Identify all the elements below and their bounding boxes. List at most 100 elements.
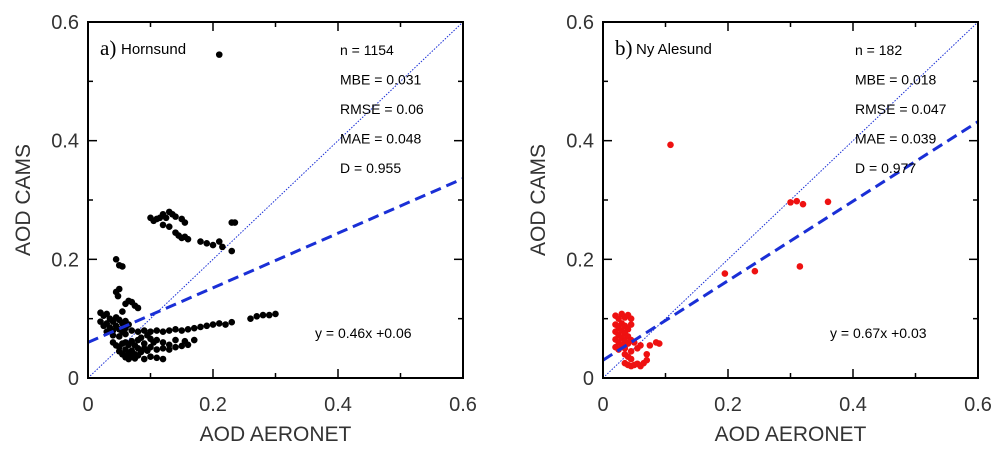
panel-a-y-tick-label: 0.6 [51,12,79,34]
panel-b-point [643,350,651,358]
panel-b-y-tick-label: 0.2 [566,249,594,271]
panel-a-point [147,343,154,351]
panel-a-point [159,345,167,352]
panel-b-stat-line: D = 0.977 [855,160,916,176]
panel-a-stat-line: MAE = 0.048 [340,131,422,147]
panel-a-stat-line: RMSE = 0.06 [340,101,424,117]
panel-a-point [140,340,148,347]
panel-a-point [228,247,236,255]
panel-a-point [172,326,179,333]
panel-a-point [134,328,142,336]
panel-a-stat-line: MBE = 0.031 [340,72,422,88]
panel-a-point [253,312,261,320]
panel-a-point [165,223,173,230]
panel-b-point [799,200,807,208]
panel-b-panel-label: b) [615,36,633,60]
panel-a-point [172,343,179,351]
panel-a-point [247,315,254,322]
panel-a-point [178,342,186,350]
panel-b-point [637,342,644,349]
panel-a-point [122,330,129,338]
panel-b-x-tick-label: 0.4 [839,394,867,416]
panel-a-point [140,327,148,334]
panel-a-stat-line: D = 0.955 [340,160,401,176]
panel-b-point [721,270,729,277]
panel-a-point [184,341,192,349]
panel-a-point [147,353,154,360]
panel-a-point [140,355,148,363]
panel-b-x-tick-label: 0.2 [714,394,742,416]
panel-a-point [165,346,173,353]
panel-a-point [197,238,204,245]
panel-a-point [265,311,273,319]
panel-a-point [112,256,120,263]
panel-a-point [115,333,123,340]
panel-a-point [165,341,173,349]
panel-a-x-tick-label: 0.6 [449,394,477,416]
panel-b-site-name: Ny Alesund [636,41,712,58]
panel-a-point [119,263,126,270]
panel-b-point [655,340,663,347]
panel-b-points [612,141,832,370]
panel-b-y-tick-label: 0.4 [566,131,594,153]
panel-a-regression-line [88,177,463,344]
panel-b-stat-line: RMSE = 0.047 [855,101,947,117]
panel-a-stat-line: n = 1154 [340,42,394,58]
panel-b-x-tick-label: 0.6 [964,394,992,416]
panel-b-y-tick-label: 0 [583,368,594,390]
panel-a-point [184,235,192,243]
panel-a-point [159,339,167,346]
panel-a-point [197,323,204,331]
panel-a-point [103,310,111,318]
panel-b-x-tick-label: 0 [597,394,608,416]
panel-a-x-tick-label: 0.4 [324,394,352,416]
panel-a-point [259,311,267,319]
panel-a-point [219,243,226,251]
panel-a-point [159,328,167,336]
panel-a-point [153,336,161,344]
panel-a-point [215,51,223,58]
panel-b-point [627,315,635,322]
panel-a-point [178,327,186,334]
panel-a-point [203,322,211,330]
panel-a-y-tick-label: 0.2 [51,249,79,271]
panel-a-panel-label: a) [100,36,116,60]
panel-a-points [97,51,279,363]
panel-b-stat-line: n = 182 [855,42,902,58]
panel-a-point [231,219,239,226]
panel-b-stat-line: MAE = 0.039 [855,131,937,147]
panel-a-point [215,238,223,245]
panel-a-point [115,285,123,293]
panel-b: 0 0.2 0.4 0.6 0 0.2 0.4 0.6 AOD AERONET AOD CAMS b… [527,12,992,446]
panel-b-point [627,348,635,355]
panel-b-y-tick-label: 0.6 [566,12,594,34]
panel-a-point [190,324,198,332]
panel-b-fit-equation: y = 0.67x +0.03 [830,325,927,341]
panel-b-x-axis-label: AOD AERONET [715,423,867,446]
panel-a-point [153,354,161,362]
panel-a-point [128,327,136,334]
panel-a-point [184,326,192,333]
panel-b-regression-line [603,120,978,362]
panel-b-point [787,199,794,206]
panel-a-point [272,310,279,318]
panel-a-point [153,327,161,334]
panel-a-point [228,318,236,326]
panel-a-point [215,320,223,327]
panel-b-point [793,197,801,205]
panel-a-point [134,304,142,312]
panel-a-point [119,308,126,315]
panel-b-point [667,141,674,149]
panel-b-point [627,355,635,363]
panel-b-point [615,315,622,322]
panel-a-point [159,221,167,229]
panel-a-point [114,292,122,300]
panel-a-fit-equation: y = 0.46x +0.06 [315,325,412,341]
panel-a-point [190,336,198,344]
panel-a-point [162,214,170,222]
panel-a-point [172,336,179,344]
panel-a-point [153,346,161,353]
panel-b-point [796,263,804,270]
panel-a-site-name: Hornsund [121,41,186,58]
